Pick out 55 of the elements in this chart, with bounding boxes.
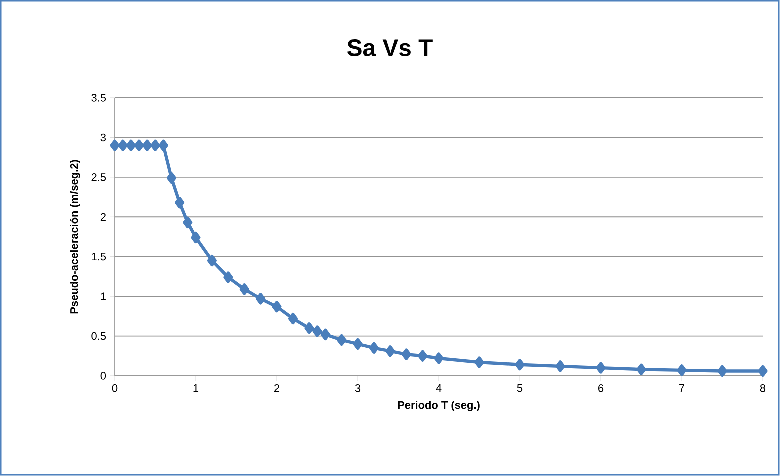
point <box>353 338 363 350</box>
point <box>320 328 330 340</box>
point <box>418 350 428 362</box>
point <box>515 359 525 371</box>
y-tick-label: 3 <box>100 134 106 142</box>
point <box>158 140 168 152</box>
point <box>304 322 314 334</box>
point <box>288 313 298 325</box>
x-tick-label: 6 <box>598 384 604 392</box>
y-tick-label: 3.5 <box>92 94 106 102</box>
point <box>166 172 176 184</box>
point <box>256 293 266 305</box>
chart-title: Sa Vs T <box>348 40 433 56</box>
point <box>240 284 250 296</box>
point <box>126 140 136 152</box>
x-tick-label: 0 <box>112 384 118 392</box>
point <box>134 140 144 152</box>
point <box>207 255 217 267</box>
point <box>142 140 152 152</box>
x-tick-label: 2 <box>274 384 280 392</box>
x-tick-label: 4 <box>436 384 442 392</box>
point <box>118 140 128 152</box>
point <box>677 364 687 376</box>
x-tick-label: 1 <box>194 384 199 392</box>
point <box>175 197 185 209</box>
x-tick-label: 3 <box>355 384 361 392</box>
point <box>474 356 484 368</box>
point <box>110 140 120 152</box>
point <box>183 216 193 228</box>
x-tick-label: 5 <box>517 384 523 392</box>
y-axis-title: Pseudo-aceleración (m/seg.2) <box>70 160 80 314</box>
point <box>718 365 728 378</box>
point <box>596 362 606 374</box>
point <box>191 232 201 244</box>
point <box>402 348 412 360</box>
point <box>312 326 322 338</box>
point <box>386 346 396 358</box>
x-tick-label: 7 <box>680 384 685 392</box>
y-tick-label: 2 <box>100 213 106 221</box>
point <box>556 360 566 372</box>
point <box>369 342 379 354</box>
point <box>272 301 282 313</box>
point <box>337 334 347 346</box>
x-axis-title: Periodo T (seg.) <box>398 401 480 412</box>
y-tick-label: 0.5 <box>92 332 106 340</box>
point <box>636 364 646 376</box>
y-tick-label: 1.5 <box>92 253 106 261</box>
point <box>224 272 234 284</box>
point <box>758 365 768 378</box>
y-tick-label: 2.5 <box>92 174 106 182</box>
x-tick-label: 8 <box>760 384 766 392</box>
y-tick-label: 0 <box>100 372 106 380</box>
point <box>434 352 444 364</box>
point <box>150 140 160 152</box>
y-tick-label: 1 <box>101 292 106 300</box>
